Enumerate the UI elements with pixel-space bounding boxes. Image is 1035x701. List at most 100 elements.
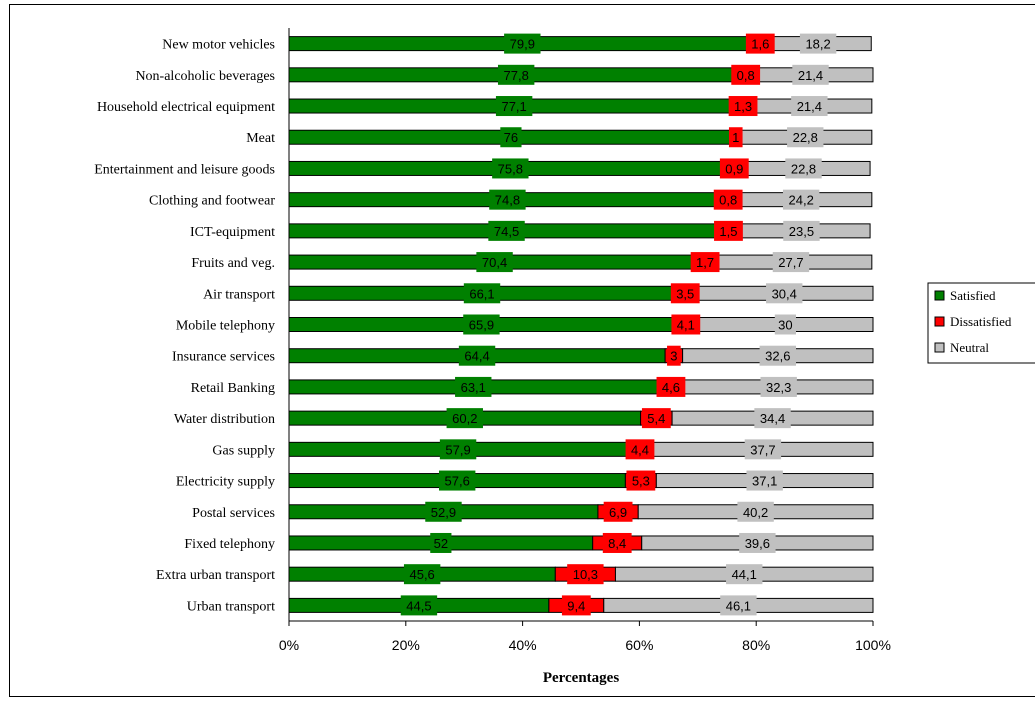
data-label-bg xyxy=(783,220,820,241)
data-label-bg xyxy=(720,595,757,616)
category-label: Insurance services xyxy=(172,350,275,365)
data-label: 32,6 xyxy=(765,349,790,364)
data-label-bg xyxy=(760,376,797,397)
data-label: 76 xyxy=(504,130,518,145)
legend-swatch-neutral xyxy=(934,342,945,353)
data-label: 74,5 xyxy=(494,224,519,239)
data-label: 4,6 xyxy=(662,380,680,395)
data-label-bg xyxy=(791,96,828,117)
data-label-bg xyxy=(489,189,526,210)
category-label: Air transport xyxy=(203,287,275,302)
data-label-bg xyxy=(787,127,824,148)
data-label: 34,4 xyxy=(760,411,785,426)
data-label: 22,8 xyxy=(791,161,816,176)
data-label-bg xyxy=(670,283,700,304)
category-labels: New motor vehicles Non-alcoholic beverage… xyxy=(94,38,275,615)
data-label-bg xyxy=(626,470,656,491)
data-label: 1,7 xyxy=(696,255,714,270)
category-label: Water distribution xyxy=(174,412,275,427)
data-label: 60,2 xyxy=(452,411,477,426)
data-label: 18,2 xyxy=(805,37,830,52)
data-label-bg xyxy=(719,158,749,179)
data-label: 1,3 xyxy=(734,99,752,114)
data-label-bg xyxy=(754,408,791,429)
data-label: 79,9 xyxy=(510,37,535,52)
data-label: 39,6 xyxy=(745,536,770,551)
category-label: Clothing and footwear xyxy=(149,194,275,209)
data-label: 46,1 xyxy=(726,598,751,613)
x-axis-title: Percentages xyxy=(543,670,620,686)
data-label-bg xyxy=(728,127,743,148)
data-label-bg xyxy=(625,439,655,460)
data-label-bg xyxy=(774,314,796,335)
category-label: New motor vehicles xyxy=(162,38,275,53)
data-label: 21,4 xyxy=(798,68,823,83)
data-label-bg xyxy=(403,564,441,585)
data-label-bg xyxy=(488,220,525,241)
data-label: 40,2 xyxy=(743,505,768,520)
data-label: 1 xyxy=(732,130,739,145)
data-label: 52,9 xyxy=(431,505,456,520)
data-label: 23,5 xyxy=(789,224,814,239)
x-tick-label: 60% xyxy=(625,637,653,653)
data-label: 30 xyxy=(778,318,792,333)
data-label: 64,4 xyxy=(464,349,489,364)
data-label: 52 xyxy=(434,536,448,551)
data-label-bg xyxy=(438,470,476,491)
data-label: 74,8 xyxy=(495,193,520,208)
data-label: 0,8 xyxy=(737,68,755,83)
data-label-bg xyxy=(463,283,501,304)
data-label-bg xyxy=(731,64,761,85)
data-label-bg xyxy=(439,439,477,460)
data-label-bg xyxy=(782,189,820,210)
data-label-bg xyxy=(430,532,452,553)
data-label-bg xyxy=(425,501,462,522)
x-tick-label: 100% xyxy=(855,637,891,653)
data-label: 45,6 xyxy=(409,567,434,582)
data-label-bg xyxy=(463,314,500,335)
legend-swatch-dissatisfied xyxy=(934,316,945,327)
category-label: Mobile telephony xyxy=(176,319,275,334)
data-label-bg xyxy=(455,376,492,397)
data-label-bg xyxy=(567,564,604,585)
data-label-bg xyxy=(458,345,496,366)
data-label: 37,1 xyxy=(752,474,777,489)
data-label: 65,9 xyxy=(469,318,494,333)
data-label-bg xyxy=(713,189,743,210)
data-label: 5,4 xyxy=(647,411,665,426)
data-label: 4,4 xyxy=(631,442,649,457)
data-label-bg xyxy=(792,64,829,85)
data-label-bg xyxy=(671,314,701,335)
category-label: Extra urban transport xyxy=(156,568,275,583)
data-label-bg xyxy=(495,96,533,117)
data-label-bg xyxy=(500,127,522,148)
data-label: 10,3 xyxy=(573,567,598,582)
data-label-bg xyxy=(446,408,483,429)
data-label-bg xyxy=(726,564,763,585)
data-label: 0,8 xyxy=(719,193,737,208)
category-label: Non-alcoholic beverages xyxy=(135,69,275,84)
x-tick-label: 40% xyxy=(509,637,537,653)
legend: Satisfied Dissatisfied Neutral xyxy=(927,282,1035,364)
legend-swatch-satisfied xyxy=(934,290,945,301)
data-label: 22,8 xyxy=(793,130,818,145)
data-label: 57,6 xyxy=(445,474,470,489)
data-labels: 79,9 1,6 18,2 77,8 0,8 21,4 77,1 1,3 21,4 76 1 22,8… xyxy=(400,33,837,616)
data-label-bg xyxy=(772,252,810,273)
data-label: 21,4 xyxy=(797,99,822,114)
data-label: 3,5 xyxy=(676,286,694,301)
data-label-bg xyxy=(799,33,837,54)
data-label: 77,8 xyxy=(504,68,529,83)
data-label-bg xyxy=(745,33,775,54)
category-label: Postal services xyxy=(192,506,275,521)
data-label: 57,9 xyxy=(445,442,470,457)
data-label: 66,1 xyxy=(469,286,494,301)
data-label-bg xyxy=(785,158,822,179)
data-label: 44,5 xyxy=(406,598,431,613)
x-tick-label: 80% xyxy=(742,637,770,653)
data-label-bg xyxy=(737,501,774,522)
data-label-bg xyxy=(766,283,803,304)
category-label: Entertainment and leisure goods xyxy=(94,162,275,177)
data-label: 1,6 xyxy=(751,37,769,52)
